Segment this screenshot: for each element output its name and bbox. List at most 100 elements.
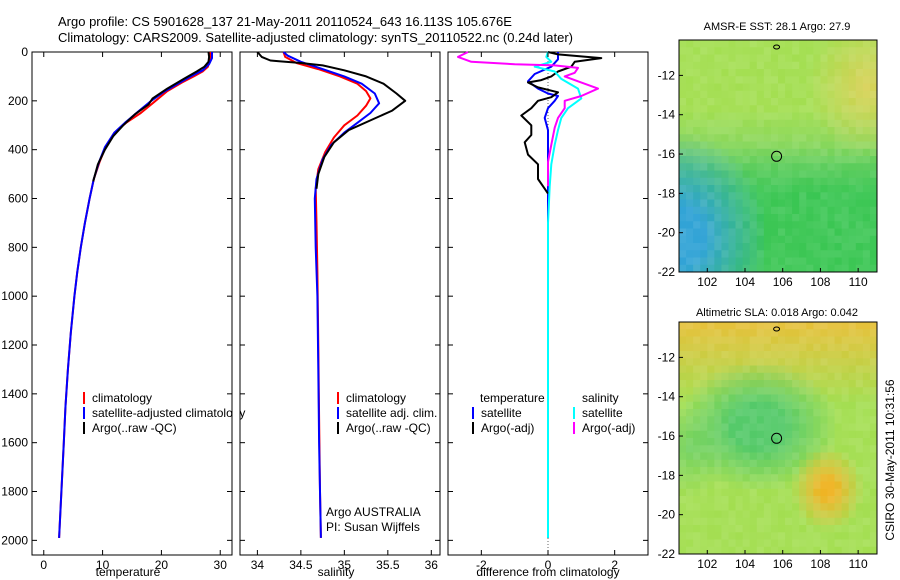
difference-xtick-label: 2: [611, 558, 618, 572]
map-cell: [679, 141, 687, 150]
map-cell: [820, 532, 828, 540]
map-cell: [763, 539, 772, 548]
map-cell: [869, 112, 878, 121]
map-cell: [806, 105, 814, 113]
map-cell: [841, 343, 850, 352]
map-cell: [785, 148, 793, 157]
map-cell: [806, 329, 814, 337]
map-cell: [841, 141, 850, 150]
map-cell: [848, 199, 857, 208]
map-cell: [792, 387, 800, 395]
map-cell: [721, 206, 729, 215]
map-cell: [827, 235, 835, 244]
map-cell: [742, 235, 751, 244]
map-cell: [770, 170, 779, 179]
map-cell: [749, 488, 758, 497]
map-cell: [792, 467, 800, 475]
map-cell: [707, 69, 715, 77]
map-cell: [834, 481, 843, 490]
map-cell: [686, 112, 694, 121]
map-cell: [827, 452, 835, 461]
map-cell: [834, 134, 843, 142]
map-cell: [700, 199, 708, 208]
map-cell: [763, 192, 772, 200]
map-cell: [693, 452, 701, 461]
map-cell: [792, 185, 800, 193]
map-cell: [820, 148, 828, 157]
map-cell: [813, 365, 821, 374]
map-cell: [813, 372, 821, 381]
map-cell: [792, 156, 800, 164]
temperature-xtick-label: 0: [40, 558, 47, 572]
map-cell: [700, 40, 708, 48]
map-cell: [813, 496, 821, 504]
map-cell: [714, 510, 722, 519]
map-cell: [827, 228, 835, 237]
map-cell: [834, 488, 843, 497]
map-cell: [693, 127, 701, 135]
map-cell: [869, 141, 878, 150]
map-cell: [714, 372, 722, 381]
map-cell: [841, 264, 850, 273]
map-cell: [679, 452, 687, 461]
map-cell: [813, 134, 821, 142]
map-cell: [785, 250, 793, 258]
argo-location-marker: [771, 150, 783, 162]
map-cell: [785, 221, 793, 229]
map-cell: [820, 54, 828, 63]
map-cell: [792, 532, 800, 540]
map-cell: [834, 351, 843, 359]
salinity-series-1: [282, 51, 381, 538]
map-cell: [813, 98, 821, 106]
map-cell: [841, 54, 850, 63]
map-cell: [820, 192, 828, 200]
map-cell: [749, 119, 758, 128]
map-cell: [728, 98, 736, 106]
map-cell: [785, 387, 793, 395]
map-cell: [770, 459, 779, 468]
map-cell: [841, 98, 850, 106]
map-cell: [679, 83, 687, 92]
map-cell: [806, 83, 814, 92]
map-cell: [855, 467, 864, 475]
map-cell: [785, 539, 793, 548]
map-cell: [792, 539, 800, 548]
map-cell: [679, 134, 687, 142]
map-cell: [799, 185, 807, 193]
map-cell: [707, 228, 715, 237]
map-cell: [799, 61, 807, 70]
temperature-series-2: [92, 51, 211, 182]
map-cell: [855, 329, 864, 337]
map-cell: [721, 372, 729, 381]
map-cell: [756, 170, 765, 179]
map-cell: [756, 423, 765, 432]
map-cell: [735, 343, 744, 352]
map-cell: [862, 517, 871, 526]
map-cell: [700, 214, 708, 222]
map-cell: [728, 163, 736, 171]
map-cell: [848, 170, 857, 179]
map-cell: [848, 409, 857, 417]
map-cell: [813, 141, 821, 150]
map-cell: [869, 394, 878, 403]
map-cell: [799, 343, 807, 352]
map-cell: [855, 438, 864, 446]
map-cell: [707, 214, 715, 222]
map-cell: [869, 503, 878, 511]
map-cell: [756, 40, 765, 48]
map-cell: [721, 243, 729, 251]
map-cell: [742, 54, 751, 63]
map-cell: [855, 250, 864, 258]
temperature-series-1: [58, 52, 213, 538]
map-cell: [756, 163, 765, 171]
map-cell: [714, 459, 722, 468]
map-cell: [693, 257, 701, 266]
map-cell: [841, 401, 850, 410]
map-cell: [827, 322, 835, 330]
map-cell: [869, 127, 878, 135]
map-cell: [820, 351, 828, 359]
map-cell: [834, 127, 843, 135]
map-cell: [834, 69, 843, 77]
map-cell: [728, 409, 736, 417]
map-cell: [869, 459, 878, 468]
